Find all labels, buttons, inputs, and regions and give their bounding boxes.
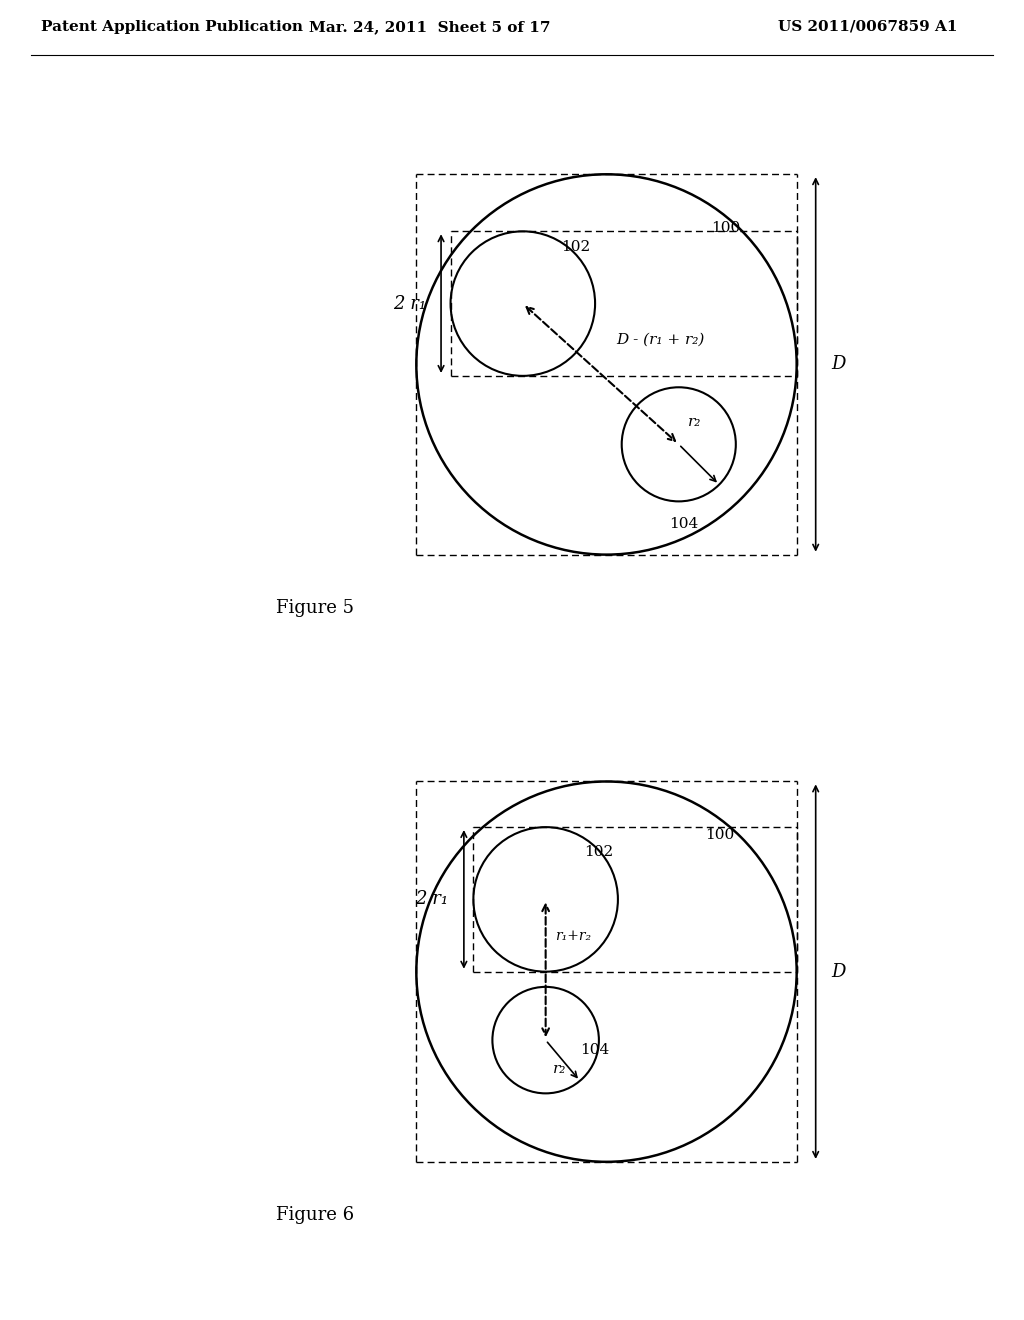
Text: US 2011/0067859 A1: US 2011/0067859 A1 [778,20,957,34]
Text: r₂: r₂ [553,1061,566,1076]
Text: 102: 102 [561,239,590,253]
Text: Figure 6: Figure 6 [275,1206,353,1224]
Text: r₂: r₂ [688,414,701,429]
Text: D: D [830,355,845,374]
Text: D: D [830,962,845,981]
Text: D - (r₁ + r₂): D - (r₁ + r₂) [616,333,705,347]
Text: 2 r₁: 2 r₁ [416,891,449,908]
Text: 104: 104 [670,517,698,531]
Text: 104: 104 [580,1043,609,1056]
Text: 102: 102 [584,845,613,859]
Text: 100: 100 [711,220,740,235]
Text: Patent Application Publication: Patent Application Publication [41,20,303,34]
Text: Mar. 24, 2011  Sheet 5 of 17: Mar. 24, 2011 Sheet 5 of 17 [309,20,551,34]
Text: Figure 5: Figure 5 [275,599,353,616]
Text: r₁+r₂: r₁+r₂ [555,928,591,942]
Text: 100: 100 [706,828,734,842]
Text: 2 r₁: 2 r₁ [393,294,426,313]
